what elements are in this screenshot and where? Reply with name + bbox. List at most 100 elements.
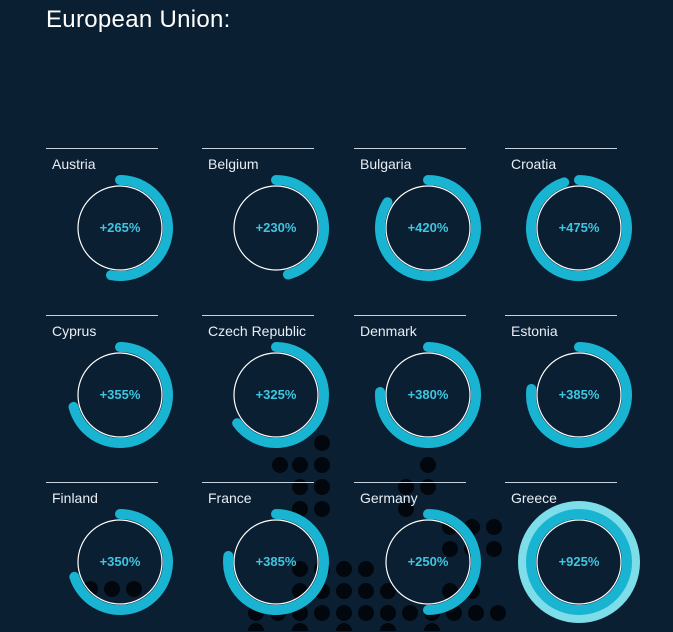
- country-card: Finland +350%: [46, 482, 173, 632]
- country-label: Denmark: [360, 323, 417, 339]
- country-card: France +385%: [202, 482, 329, 632]
- ring-chart: [385, 509, 481, 615]
- inner-circle: [536, 185, 622, 271]
- country-label: Greece: [511, 490, 557, 506]
- inner-circle: [536, 519, 622, 605]
- country-card: Estonia +385%: [505, 315, 632, 465]
- decorative-dot: [380, 605, 396, 621]
- value-arc: [526, 175, 632, 281]
- inner-circle: [77, 185, 163, 271]
- decorative-dot: [420, 457, 436, 473]
- percent-label: +350%: [99, 554, 141, 569]
- value-arc: [68, 342, 173, 448]
- value-arc: [526, 342, 632, 448]
- decorative-dot: [468, 605, 484, 621]
- value-arc: [223, 509, 329, 615]
- percent-label: +250%: [407, 554, 449, 569]
- decorative-dot: [380, 623, 396, 631]
- ring-chart: [518, 501, 640, 623]
- ring-chart: [233, 175, 329, 280]
- value-arc: [526, 509, 632, 615]
- decorative-dot: [420, 479, 436, 495]
- decorative-dot: [402, 605, 418, 621]
- card-divider: [354, 482, 466, 483]
- ring-chart: [375, 175, 481, 281]
- percent-label: +265%: [99, 220, 141, 235]
- value-arc: [106, 175, 173, 281]
- decorative-dot: [314, 605, 330, 621]
- country-label: Finland: [52, 490, 98, 506]
- decorative-dot: [380, 583, 396, 599]
- inner-circle: [385, 185, 471, 271]
- card-divider: [505, 148, 617, 149]
- ring-chart: [375, 342, 481, 448]
- value-arc: [375, 175, 481, 281]
- inner-circle: [77, 519, 163, 605]
- value-arc: [375, 342, 481, 448]
- decorative-dot: [292, 561, 308, 577]
- value-arc: [69, 509, 173, 615]
- card-divider: [354, 315, 466, 316]
- ring-chart: [526, 342, 632, 448]
- card-divider: [505, 482, 617, 483]
- percent-label: +385%: [558, 387, 600, 402]
- card-divider: [202, 315, 314, 316]
- decorative-dot: [314, 479, 330, 495]
- card-divider: [46, 482, 158, 483]
- card-divider: [505, 315, 617, 316]
- card-divider: [202, 148, 314, 149]
- decorative-dot: [336, 605, 352, 621]
- decorative-dot: [292, 479, 308, 495]
- ring-chart: [77, 175, 173, 281]
- inner-circle: [385, 519, 471, 605]
- card-divider: [354, 148, 466, 149]
- value-arc: [232, 342, 329, 448]
- country-label: Cyprus: [52, 323, 97, 339]
- card-divider: [46, 315, 158, 316]
- decorative-dot: [272, 457, 288, 473]
- card-divider: [202, 482, 314, 483]
- inner-circle: [233, 185, 319, 271]
- decorative-dot: [314, 501, 330, 517]
- value-arc: [423, 509, 481, 615]
- ring-chart: [526, 175, 632, 281]
- country-label: Croatia: [511, 156, 557, 172]
- decorative-dot: [104, 581, 120, 597]
- decorative-dot: [248, 623, 264, 631]
- value-arc: [271, 175, 329, 280]
- percent-label: +925%: [558, 554, 600, 569]
- decorative-dot: [358, 583, 374, 599]
- percent-label: +420%: [407, 220, 449, 235]
- percent-label: +475%: [558, 220, 600, 235]
- country-label: France: [208, 490, 252, 506]
- country-card: Bulgaria +420%: [354, 148, 481, 298]
- decorative-dot: [292, 623, 308, 631]
- country-card: Czech Republic +325%: [202, 315, 329, 465]
- decorative-dot: [336, 561, 352, 577]
- country-card: Cyprus +355%: [46, 315, 173, 465]
- decorative-dot: [490, 605, 506, 621]
- decorative-dot: [398, 479, 414, 495]
- country-label: Czech Republic: [208, 323, 307, 339]
- decorative-dot: [336, 623, 352, 631]
- country-card: Germany +250%: [354, 482, 481, 632]
- card-divider: [46, 148, 158, 149]
- decorative-dot: [424, 623, 440, 631]
- decorative-dot: [314, 435, 330, 451]
- inner-circle: [233, 519, 319, 605]
- page-title: European Union:: [46, 6, 231, 33]
- decorative-dot: [126, 581, 142, 597]
- percent-label: +385%: [255, 554, 297, 569]
- decorative-dot: [398, 501, 414, 517]
- country-card: Greece +925%: [505, 482, 640, 632]
- country-card: Austria +265%: [46, 148, 173, 298]
- decorative-dot: [486, 541, 502, 557]
- country-label: Belgium: [208, 156, 259, 172]
- inner-circle: [233, 352, 319, 438]
- decorative-dot: [336, 583, 352, 599]
- ring-chart: [68, 342, 173, 448]
- percent-label: +325%: [255, 387, 297, 402]
- inner-circle: [385, 352, 471, 438]
- decorative-dot: [486, 519, 502, 535]
